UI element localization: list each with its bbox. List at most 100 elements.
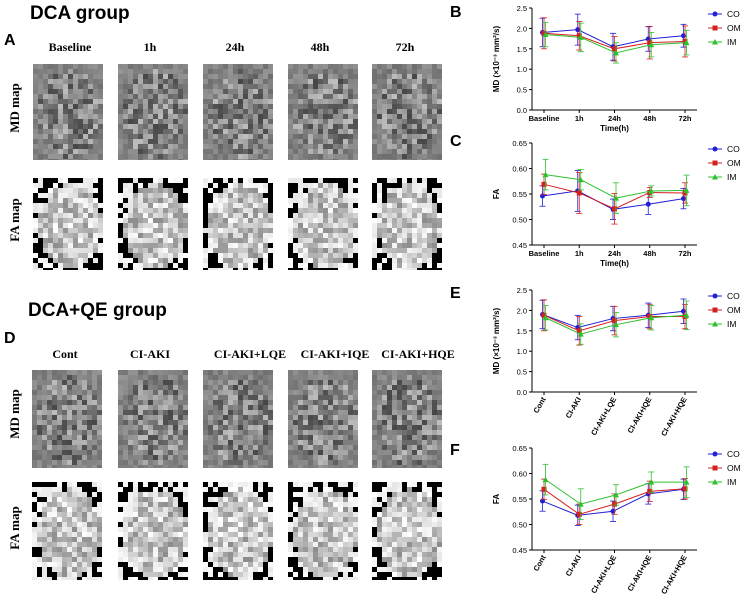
fa-map-image <box>203 178 273 270</box>
x-tick-label: CI-AKI+LQE <box>589 554 618 595</box>
column-label: 48h <box>310 40 330 54</box>
y-tick-label: 0.0 <box>517 106 527 115</box>
x-tick-label: CI-AKI+HQE <box>659 554 689 596</box>
y-tick-label: 0.5 <box>517 368 527 377</box>
y-axis-label: MD (×10⁻³ mm²/s) <box>492 26 501 93</box>
data-point <box>612 501 617 507</box>
column-label: 1h <box>143 40 157 54</box>
md-map-image <box>372 370 442 468</box>
legend-marker <box>712 39 718 45</box>
chart-b-md-time: 0.0 0.5 1.0 1.5 2.0 2.5 Baseline 1h 24h 48h 72h Tim… <box>462 0 750 140</box>
data-point <box>648 314 655 321</box>
data-point <box>613 491 619 498</box>
x-axis-label: Time(h) <box>600 124 629 133</box>
fa-map-image <box>32 482 102 580</box>
data-point <box>648 41 655 48</box>
md-map-image <box>372 64 442 160</box>
legend-marker <box>712 465 718 471</box>
legend-marker <box>712 146 718 152</box>
legend-label: IM <box>727 319 736 329</box>
panel-letter-a: A <box>4 32 16 49</box>
data-point <box>648 479 655 485</box>
legend-marker <box>712 11 718 17</box>
column-label: 24h <box>225 40 245 54</box>
group-title-dca-qe: DCA+QE group <box>28 300 167 321</box>
data-point <box>613 321 619 328</box>
x-tick-label: Baseline <box>529 249 560 258</box>
x-tick-label: 72h <box>679 249 692 258</box>
legend-label: CO <box>727 144 740 154</box>
data-point <box>683 479 690 485</box>
y-tick-label: 2.5 <box>517 286 527 295</box>
y-tick-label: 2.0 <box>517 306 527 315</box>
data-point <box>577 501 584 507</box>
y-tick-label: 1.0 <box>517 65 527 74</box>
md-map-image <box>203 370 273 468</box>
column-label: CI-AKI <box>129 347 170 361</box>
column-label: CI-AKI+LQE <box>213 347 287 361</box>
data-point <box>648 187 655 194</box>
group-title-dca: DCA group <box>30 3 130 24</box>
panel-letter-e: E <box>450 285 461 302</box>
row-label-md-map: MD map <box>7 83 22 133</box>
column-label: CI-AKI+HQE <box>381 347 455 361</box>
x-tick-label: CI-AKI+LQE <box>589 396 618 437</box>
y-axis-label: FA <box>492 189 501 199</box>
x-tick-label: CI-AKI <box>564 554 583 578</box>
y-tick-label: 0.65 <box>512 444 527 453</box>
data-point <box>542 314 549 321</box>
legend-label: IM <box>727 172 736 182</box>
y-tick-label: 0.65 <box>512 139 527 148</box>
legend-label: CO <box>727 9 740 19</box>
x-tick-label: Cont <box>531 395 548 415</box>
x-tick-label: CI-AKI+HQE <box>659 396 689 438</box>
data-point <box>576 33 582 39</box>
md-map-image <box>288 370 358 468</box>
y-tick-label: 0.45 <box>512 241 527 250</box>
md-map-image <box>118 64 188 160</box>
y-tick-label: 1.0 <box>517 347 527 356</box>
legend-marker <box>712 174 718 180</box>
y-tick-label: 0.5 <box>517 86 527 95</box>
data-point <box>682 486 688 492</box>
data-point <box>541 312 547 318</box>
data-point <box>577 34 584 40</box>
legend-marker <box>712 321 718 327</box>
x-tick-label: 72h <box>679 114 692 123</box>
md-map-image <box>33 64 103 160</box>
y-tick-label: 2.5 <box>517 4 527 13</box>
data-point <box>576 328 582 334</box>
legend-marker <box>712 25 718 31</box>
legend-label: IM <box>727 37 736 47</box>
column-label: Cont <box>52 347 78 361</box>
fa-map-image <box>288 482 358 580</box>
column-label: Baseline <box>48 40 92 54</box>
x-axis-label: Time(h) <box>600 259 629 268</box>
legend-marker <box>712 451 718 457</box>
data-point <box>612 206 617 212</box>
x-tick-label: 24h <box>608 114 621 123</box>
data-point <box>542 31 549 38</box>
y-tick-label: 0.60 <box>512 470 527 479</box>
x-tick-label: 1h <box>575 114 584 123</box>
fa-map-image <box>118 178 188 270</box>
data-point <box>542 476 549 483</box>
legend-marker <box>712 479 718 485</box>
data-point <box>577 176 584 183</box>
md-map-image <box>32 370 102 468</box>
legend-label: OM <box>727 305 741 315</box>
fa-map-image <box>118 482 188 580</box>
md-map-image <box>118 370 188 468</box>
data-point <box>541 30 547 36</box>
y-axis-label: FA <box>492 494 501 504</box>
data-point <box>683 39 690 46</box>
data-point <box>612 318 617 324</box>
x-tick-label: 48h <box>643 249 656 258</box>
row-label-fa-map: FA map <box>7 198 22 242</box>
panel-letter-f: F <box>450 442 460 459</box>
legend-marker <box>712 293 718 299</box>
data-point <box>647 314 653 320</box>
x-tick-label: CI-AKI <box>564 396 583 420</box>
fa-map-image <box>372 178 442 270</box>
data-point <box>541 181 547 187</box>
